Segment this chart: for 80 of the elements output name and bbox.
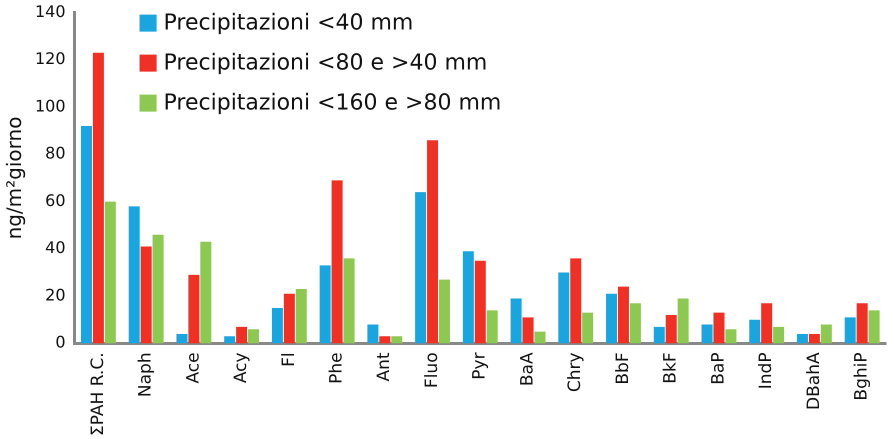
bar — [320, 265, 331, 344]
bar — [104, 202, 116, 344]
bar — [236, 326, 248, 344]
bar — [522, 317, 534, 344]
y-tick-label: 80 — [45, 144, 66, 163]
bar — [128, 206, 140, 344]
bar — [474, 260, 486, 344]
bar — [296, 289, 307, 344]
x-tick-label: BkF — [660, 352, 681, 384]
y-tick-label: 120 — [34, 49, 66, 68]
y-tick-label: 20 — [45, 285, 66, 304]
x-tick-label: Ace — [183, 352, 204, 384]
bar — [796, 334, 808, 344]
bar — [438, 280, 450, 344]
legend-label: Precipitazioni <80 e >40 mm — [164, 50, 488, 76]
x-tick-label: Ant — [374, 352, 394, 382]
bar — [606, 294, 618, 344]
x-tick-label: Pyr — [470, 352, 490, 380]
y-tick-label: 40 — [45, 238, 66, 258]
x-tick-label: Acy — [231, 352, 252, 384]
legend-label: Precipitazioni <40 mm — [164, 10, 414, 36]
x-tick-label: BbF — [612, 352, 633, 385]
bar — [844, 317, 856, 344]
bar — [462, 251, 474, 344]
bar — [176, 334, 188, 344]
bar — [666, 315, 677, 344]
x-tick-label: BghiP — [852, 352, 872, 401]
y-tick-label: 0 — [55, 332, 66, 352]
bar — [427, 140, 438, 344]
x-tick-label: BaA — [517, 352, 538, 386]
bar — [140, 246, 152, 344]
bar — [678, 298, 689, 344]
bar — [630, 303, 641, 344]
bar — [391, 336, 402, 344]
bar — [367, 324, 378, 344]
bar — [332, 180, 343, 344]
x-tick-label: Chry — [565, 352, 586, 392]
y-axis-title: ng/m²giorno — [2, 116, 26, 240]
bar — [534, 332, 546, 344]
bar — [415, 192, 426, 344]
bar — [725, 329, 736, 344]
bar — [152, 234, 164, 344]
bar — [749, 320, 760, 344]
bar — [558, 272, 570, 344]
bar — [773, 326, 784, 344]
bar — [582, 312, 594, 344]
bar — [200, 242, 212, 344]
bar — [486, 310, 498, 344]
bar — [344, 258, 354, 344]
x-tick-label: Fl — [278, 352, 299, 367]
bar — [379, 336, 390, 344]
bar — [702, 324, 712, 344]
bar — [820, 324, 832, 344]
bar — [570, 258, 582, 344]
bar — [188, 274, 200, 344]
x-tick-label: Fluo — [422, 352, 442, 388]
bar — [856, 303, 868, 344]
x-tick-label: ΣPAH R.C. — [88, 352, 108, 436]
bar — [272, 308, 283, 344]
bar — [761, 303, 772, 344]
bar — [80, 126, 92, 344]
bar — [510, 298, 522, 344]
bar — [284, 294, 295, 344]
y-tick-label: 100 — [34, 96, 66, 116]
bar — [618, 286, 629, 344]
bar — [224, 336, 236, 344]
bar — [808, 334, 820, 344]
x-tick-label: Phe — [326, 352, 346, 384]
x-tick-label: IndP — [756, 352, 776, 390]
x-tick-label: DBahA — [804, 352, 824, 410]
x-tick-label: BaP — [708, 352, 728, 385]
bar — [248, 329, 260, 344]
legend-label: Precipitazioni <160 e >80 mm — [164, 90, 502, 116]
bar — [92, 52, 104, 344]
bar — [713, 312, 724, 344]
y-tick-label: 140 — [34, 2, 66, 21]
bar — [868, 310, 880, 344]
x-tick-label: Naph — [136, 352, 156, 398]
bar — [654, 326, 665, 344]
y-tick-label: 60 — [45, 190, 66, 210]
